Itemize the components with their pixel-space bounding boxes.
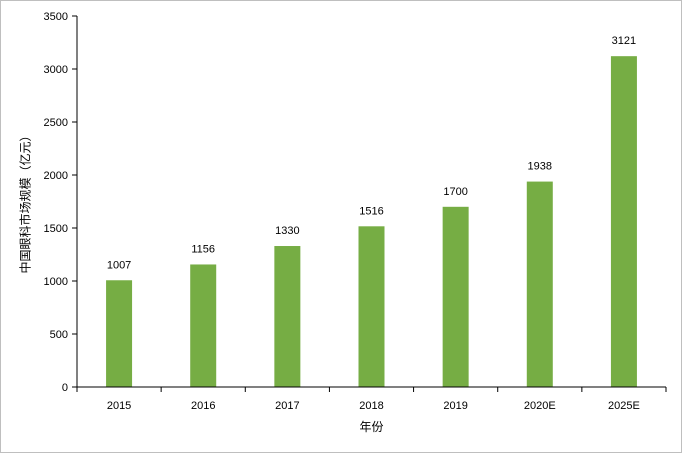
bar-2015: [106, 280, 133, 387]
y-tick-label: 0: [62, 382, 68, 394]
bar-2017: [274, 246, 301, 387]
y-tick-label: 3000: [44, 64, 68, 76]
x-tick-label-2017: 2017: [275, 400, 299, 412]
data-label-2025E: 3121: [612, 35, 636, 47]
y-tick-label: 1500: [44, 223, 68, 235]
y-tick-label: 2000: [44, 170, 68, 182]
x-axis-ticks: 2015 2016 2017 2018 2019 2020E 2025E: [76, 387, 667, 412]
bar-2018: [358, 226, 385, 387]
bar-2020E: [526, 181, 553, 387]
y-tick-label: 1000: [44, 276, 68, 288]
data-label-2018: 1516: [359, 205, 383, 217]
y-tick-label: 3500: [44, 11, 68, 23]
bars: 1007 1156 1330 1516 1700 1938 3121: [106, 35, 637, 387]
bar-2025E: [610, 56, 637, 387]
x-tick-label-2025E: 2025E: [608, 400, 640, 412]
y-axis-title: 中国眼科市场规模（亿元）: [18, 129, 33, 273]
x-tick-label-2018: 2018: [359, 400, 383, 412]
x-tick-label-2016: 2016: [191, 400, 215, 412]
data-label-2015: 1007: [107, 259, 131, 271]
data-label-2017: 1330: [275, 225, 299, 237]
data-label-2020E: 1938: [528, 161, 552, 173]
y-tick-label: 500: [50, 329, 68, 341]
data-label-2019: 1700: [443, 186, 467, 198]
data-label-2016: 1156: [191, 243, 215, 255]
bar-2019: [442, 206, 469, 387]
x-tick-label-2015: 2015: [107, 400, 131, 412]
x-axis-title: 年份: [359, 420, 383, 434]
x-tick-label-2020E: 2020E: [524, 400, 556, 412]
y-tick-label: 2500: [44, 117, 68, 129]
y-axis-ticks: 0 500 1000 1500 2000 2500 3000 3500: [44, 11, 77, 394]
x-tick-label-2019: 2019: [443, 400, 467, 412]
bar-2016: [190, 264, 217, 387]
